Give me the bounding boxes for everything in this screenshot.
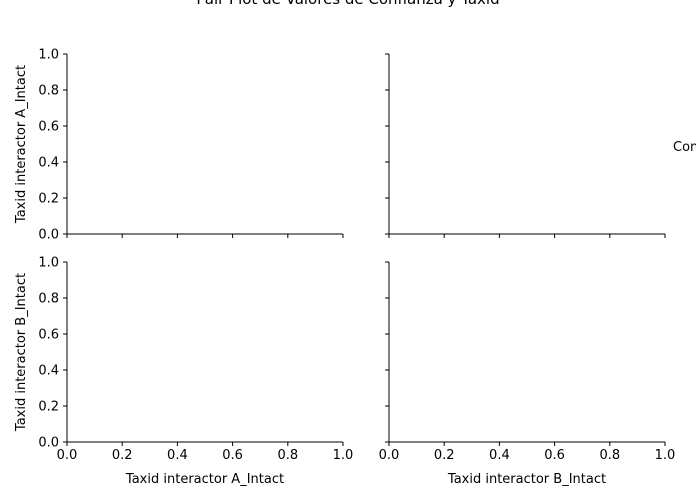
y-axis-label: Taxid interactor A_Intact [14,65,29,224]
y-tick-label: 0.2 [38,400,59,415]
y-tick-label: 0.0 [38,228,59,243]
y-tick-label: 0.8 [38,84,59,99]
x-tick-label: 0.8 [277,448,298,463]
x-tick-label: 0.8 [599,448,620,463]
x-tick-label: 0.6 [222,448,243,463]
y-tick-label: 0.4 [38,364,59,379]
x-tick-label: 0.2 [112,448,133,463]
x-tick-label: 0.4 [167,448,188,463]
x-tick-label: 0.2 [434,448,455,463]
x-tick-label: 0.0 [57,448,78,463]
panel-r0-c1 [385,53,666,238]
x-tick-label: 1.0 [333,448,354,463]
x-axis-label: Taxid interactor A_Intact [125,472,284,487]
chart-title: Pair Plot de Valores de Confianza y Taxi… [196,0,499,8]
y-tick-label: 0.6 [38,328,59,343]
legend-title: Con [673,140,696,155]
panel-r1-c1: 0.0 0.2 0.4 0.6 0.8 1.0 Taxid interactor B_Int… [379,261,676,487]
y-tick-label: 1.0 [38,256,59,271]
x-tick-label: 0.6 [544,448,565,463]
y-tick-label: 0.2 [38,192,59,207]
y-tick-label: 0.4 [38,156,59,171]
y-tick-label: 0.6 [38,120,59,135]
x-axis-label: Taxid interactor B_Intact [447,472,606,487]
panel-r0-c0: 0.0 0.2 0.4 0.6 0.8 1.0 Taxid interactor A_Int… [14,48,344,243]
y-tick-label: 0.8 [38,292,59,307]
panels-layer: 0.0 0.2 0.4 0.6 0.8 1.0 Taxid interactor A_Int… [14,48,675,488]
x-tick-label: 0.4 [489,448,510,463]
panel-r1-c0: 0.0 0.2 0.4 0.6 0.8 1.0 0.0 0.2 0.4 0.6 0.8 1.0 Taxi… [14,256,353,488]
y-tick-label: 0.0 [38,436,59,451]
y-axis-label: Taxid interactor B_Intact [14,273,29,432]
x-tick-label: 0.0 [379,448,400,463]
y-tick-label: 1.0 [38,48,59,63]
x-tick-label: 1.0 [655,448,676,463]
